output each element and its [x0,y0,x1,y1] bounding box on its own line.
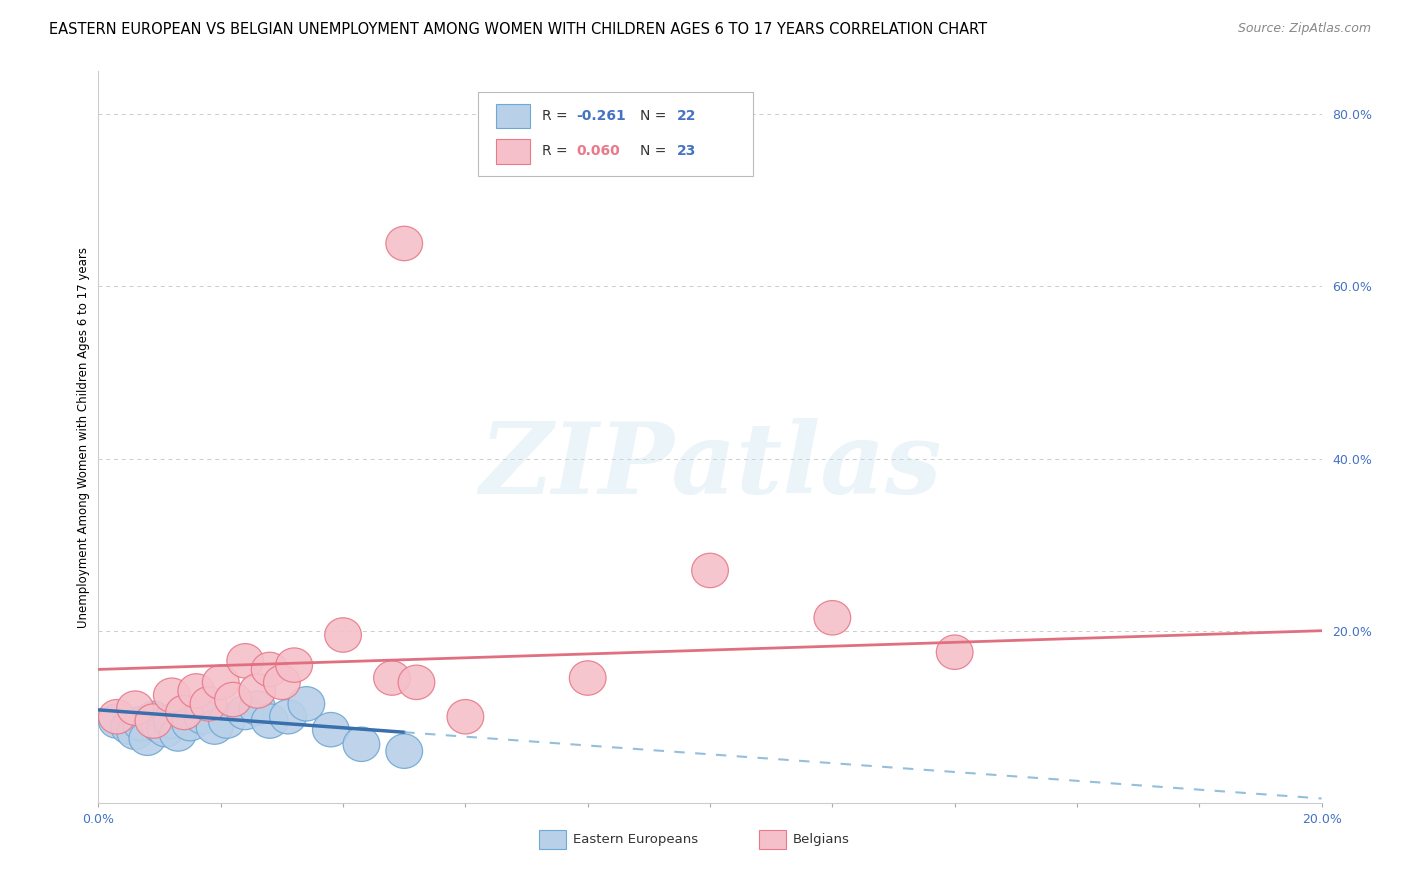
Ellipse shape [263,665,301,699]
Text: Eastern Europeans: Eastern Europeans [574,833,699,846]
Ellipse shape [197,710,233,744]
Ellipse shape [398,665,434,699]
Ellipse shape [276,648,312,682]
Text: Source: ZipAtlas.com: Source: ZipAtlas.com [1237,22,1371,36]
Ellipse shape [190,687,226,721]
Ellipse shape [374,661,411,695]
Ellipse shape [129,721,166,756]
Ellipse shape [172,706,208,741]
Ellipse shape [385,227,423,260]
Text: -0.261: -0.261 [576,109,627,123]
FancyBboxPatch shape [759,830,786,849]
Ellipse shape [239,691,276,725]
Ellipse shape [252,704,288,739]
Ellipse shape [160,717,197,751]
Y-axis label: Unemployment Among Women with Children Ages 6 to 17 years: Unemployment Among Women with Children A… [77,246,90,628]
Ellipse shape [117,715,153,749]
Text: N =: N = [640,145,671,158]
Ellipse shape [166,695,202,730]
Ellipse shape [252,652,288,687]
Ellipse shape [202,665,239,699]
FancyBboxPatch shape [538,830,565,849]
Ellipse shape [569,661,606,695]
Text: 0.060: 0.060 [576,145,620,158]
Ellipse shape [135,704,172,739]
Ellipse shape [141,708,179,742]
Ellipse shape [312,713,349,747]
Ellipse shape [98,704,135,739]
Ellipse shape [814,600,851,635]
Ellipse shape [148,713,184,747]
Text: N =: N = [640,109,671,123]
Text: EASTERN EUROPEAN VS BELGIAN UNEMPLOYMENT AMONG WOMEN WITH CHILDREN AGES 6 TO 17 : EASTERN EUROPEAN VS BELGIAN UNEMPLOYMENT… [49,22,987,37]
Ellipse shape [179,673,215,708]
Text: 23: 23 [678,145,696,158]
Ellipse shape [936,635,973,669]
Ellipse shape [692,553,728,588]
Ellipse shape [122,706,160,741]
FancyBboxPatch shape [478,92,752,176]
Ellipse shape [215,682,252,717]
Ellipse shape [288,687,325,721]
Ellipse shape [135,701,172,736]
Text: R =: R = [543,109,572,123]
Ellipse shape [226,644,263,678]
Ellipse shape [270,699,307,734]
Ellipse shape [208,704,245,739]
Ellipse shape [117,691,153,725]
Ellipse shape [226,695,263,730]
Ellipse shape [153,704,190,739]
Text: R =: R = [543,145,572,158]
Ellipse shape [184,699,221,734]
Ellipse shape [153,678,190,713]
FancyBboxPatch shape [496,138,530,163]
Text: 22: 22 [678,109,696,123]
Ellipse shape [111,710,148,744]
Text: Belgians: Belgians [793,833,851,846]
Ellipse shape [447,699,484,734]
Text: ZIPatlas: ZIPatlas [479,418,941,515]
Ellipse shape [385,734,423,768]
Ellipse shape [343,727,380,762]
Ellipse shape [325,618,361,652]
Ellipse shape [98,699,135,734]
Ellipse shape [239,673,276,708]
FancyBboxPatch shape [496,103,530,128]
